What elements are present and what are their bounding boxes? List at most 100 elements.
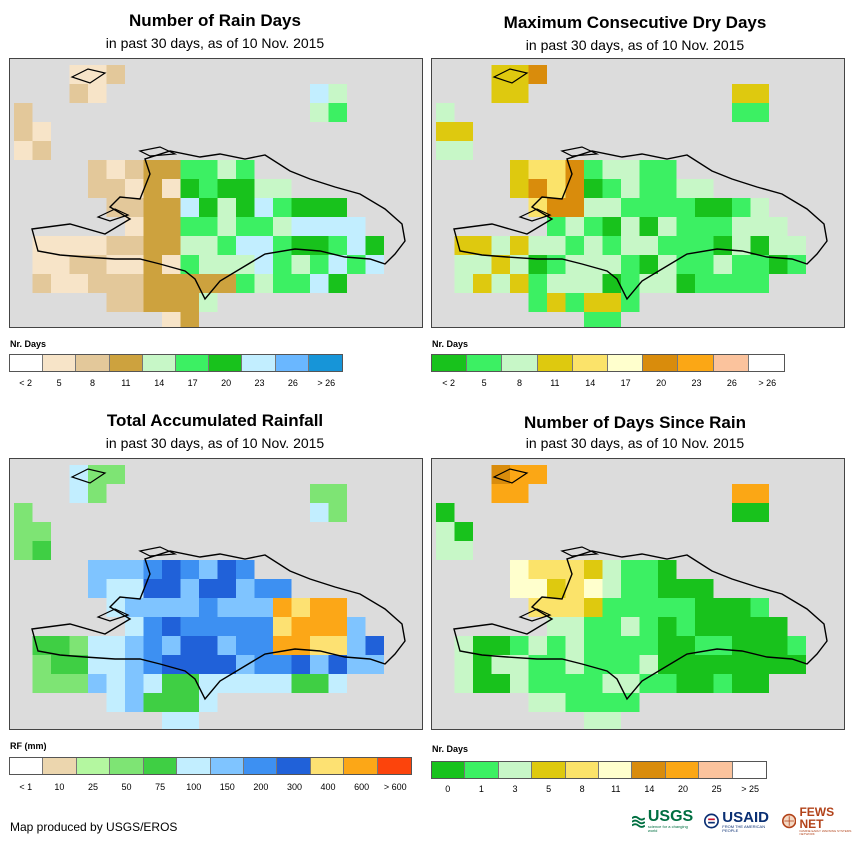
legend-swatch: [748, 355, 785, 371]
map-grid-cell: [584, 217, 603, 236]
map-grid-cell: [510, 236, 529, 255]
map-grid-cell: [695, 255, 714, 274]
map-grid-cell: [528, 693, 547, 712]
map-grid-cell: [106, 160, 125, 179]
map-grid-cell: [602, 160, 621, 179]
map-rain-days: [9, 58, 423, 328]
map-grid-cell: [491, 84, 510, 103]
usaid-seal-icon: [704, 813, 720, 829]
map-grid-cell: [565, 617, 584, 636]
legend-tick-label: 10: [54, 782, 65, 792]
legend-tick-label: 8: [516, 378, 523, 388]
map-grid-cell: [713, 617, 732, 636]
map-grid-cell: [528, 674, 547, 693]
legend-tick-label: 14: [585, 378, 596, 388]
legend-swatch: [177, 758, 211, 774]
map-grid-cell: [291, 198, 310, 217]
map-grid-cell: [273, 655, 292, 674]
legend-bar: [431, 761, 767, 779]
map-grid-cell: [347, 217, 366, 236]
inagua-island-outline: [70, 68, 107, 84]
panel-subtitle: in past 30 days, as of 10 Nov. 2015: [525, 435, 745, 451]
map-grid-cell: [602, 598, 621, 617]
legend-tick-label: 3: [512, 784, 518, 794]
map-grid-cell: [180, 598, 199, 617]
map-grid-cell: [143, 217, 162, 236]
legend-swatch: [432, 762, 466, 778]
map-grid-cell: [621, 160, 640, 179]
map-grid-cell: [658, 179, 677, 198]
map-grid-cell: [236, 636, 255, 655]
map-grid-cell: [528, 179, 547, 198]
map-grid-cell: [106, 636, 125, 655]
map-grid-cell: [143, 693, 162, 712]
map-grid-cell: [69, 655, 88, 674]
map-grid-cell: [328, 217, 347, 236]
map-grid-cell: [621, 636, 640, 655]
legend-swatch: [632, 762, 666, 778]
map-grid-cell: [732, 655, 751, 674]
map-grid-cell: [602, 217, 621, 236]
legend-swatch: [209, 355, 243, 371]
map-grid-cell: [565, 674, 584, 693]
map-grid-cell: [547, 274, 566, 293]
map-grid-cell: [236, 236, 255, 255]
map-grid-cell: [695, 579, 714, 598]
map-grid-cell: [584, 579, 603, 598]
map-grid-cell: [217, 179, 236, 198]
map-grid-cell: [713, 198, 732, 217]
map-grid-cell: [236, 617, 255, 636]
map-grid-cell: [143, 236, 162, 255]
map-grid-cell: [491, 674, 510, 693]
map-grid-cell: [365, 636, 384, 655]
legend-swatch: [310, 758, 345, 774]
map-grid-cell: [732, 617, 751, 636]
map-grid-cell: [254, 236, 273, 255]
map-grid-cell: [584, 693, 603, 712]
map-grid-cell: [510, 655, 529, 674]
map-grid-cell: [254, 255, 273, 274]
usgs-logo: USGS science for a changing world: [632, 809, 694, 833]
legend-swatch: [432, 355, 468, 371]
map-grid-cell: [328, 655, 347, 674]
map-grid-cell: [291, 617, 310, 636]
legend-tick-label: < 1: [19, 782, 33, 792]
map-grid-cell: [639, 236, 658, 255]
map-grid-cell: [162, 274, 181, 293]
legend-tick-label: 600: [354, 782, 370, 792]
map-grid-cell: [180, 693, 199, 712]
legend-tick-label: 50: [121, 782, 132, 792]
map-grid-cell: [217, 636, 236, 655]
map-grid-cell: [621, 674, 640, 693]
legend-tick-label: 14: [154, 378, 165, 388]
agency-logos: USGS science for a changing world USAID …: [632, 806, 854, 836]
map-grid-cell: [310, 503, 329, 522]
usaid-logo: USAID FROM THE AMERICAN PEOPLE: [704, 810, 772, 833]
map-grid-cell: [547, 236, 566, 255]
map-grid-cell: [602, 655, 621, 674]
legend-swatch: [599, 762, 633, 778]
map-grid-cell: [125, 674, 144, 693]
map-grid-cell: [787, 236, 806, 255]
map-grid-cell: [658, 674, 677, 693]
map-grid-cell: [473, 274, 492, 293]
map-grid-cell: [69, 636, 88, 655]
map-grid-cell: [310, 655, 329, 674]
legend-swatch: [243, 758, 278, 774]
legend-swatch: [43, 758, 77, 774]
map-grid-cell: [69, 84, 88, 103]
map-grid-cell: [180, 655, 199, 674]
map-grid-cell: [491, 484, 510, 503]
legend-swatch: [210, 758, 244, 774]
map-grid-cell: [528, 655, 547, 674]
map-grid-cell: [639, 674, 658, 693]
map-grid-cell: [621, 179, 640, 198]
legend-title: Nr. Days: [432, 339, 469, 349]
map-grid-cell: [584, 293, 603, 312]
map-grid-cell: [236, 217, 255, 236]
map-grid-cell: [180, 179, 199, 198]
map-grid-cell: [584, 560, 603, 579]
legend-tick-label: > 25: [741, 784, 760, 794]
map-grid-cell: [143, 674, 162, 693]
map-grid-cell: [217, 160, 236, 179]
